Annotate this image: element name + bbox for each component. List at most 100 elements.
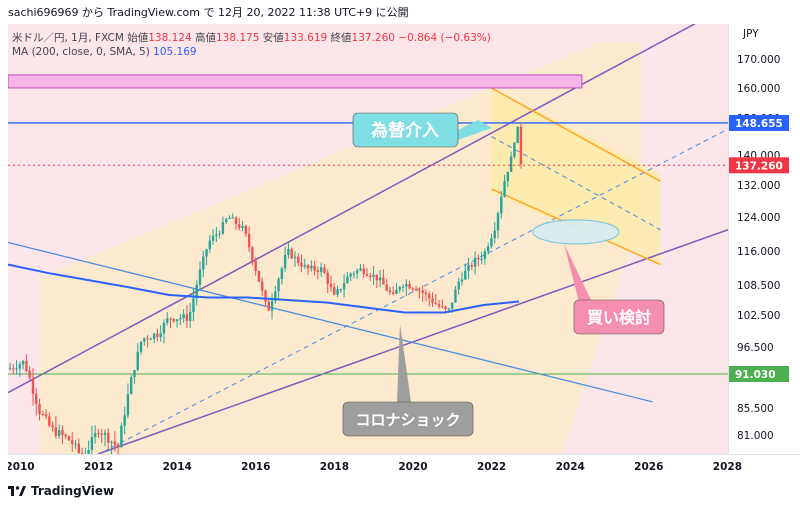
candle-body bbox=[159, 333, 162, 338]
candle-body bbox=[287, 249, 290, 255]
x-tick-label: 2016 bbox=[241, 461, 270, 473]
price-marker-label: 137.260 bbox=[735, 160, 783, 172]
candle-body bbox=[31, 377, 35, 394]
y-tick-label: 132.000 bbox=[737, 180, 780, 192]
candle-body bbox=[450, 302, 454, 309]
candle-body bbox=[241, 225, 244, 228]
y-tick-label: 102.500 bbox=[737, 310, 780, 322]
candle-body bbox=[126, 394, 130, 416]
candle-body bbox=[486, 246, 490, 252]
candle-body bbox=[221, 222, 225, 234]
candle-body bbox=[323, 267, 326, 273]
candle-body bbox=[61, 430, 64, 435]
candle-body bbox=[38, 403, 41, 414]
candle-body bbox=[192, 298, 195, 312]
candle-body bbox=[349, 273, 352, 277]
candle-body bbox=[57, 430, 61, 436]
candle-body bbox=[326, 272, 329, 284]
candle-body bbox=[408, 284, 411, 289]
legend-high: 138.175 bbox=[216, 32, 260, 44]
callout-intervention-text: 為替介入 bbox=[371, 120, 439, 141]
candle-body bbox=[110, 441, 113, 443]
time-axis-svg: 2010 2012 2014 2016 2018 2020 2022 2024 2026 2028 bbox=[5, 461, 742, 473]
candle-body bbox=[35, 393, 38, 404]
legend-close-label: 終値 bbox=[330, 32, 352, 44]
candle-body bbox=[395, 289, 398, 294]
x-tick-label: 2012 bbox=[84, 461, 113, 473]
legend-low-label: 安値 bbox=[262, 32, 284, 44]
callout-buy-consider-pointer bbox=[564, 244, 592, 302]
candle-body bbox=[224, 218, 228, 223]
candle-body bbox=[188, 311, 192, 321]
callout-corona-shock-text: コロナショック bbox=[355, 411, 460, 429]
x-tick-label: 2024 bbox=[556, 461, 585, 473]
candle-body bbox=[244, 225, 248, 234]
price-axis-svg: 170.000160.000150.000140.000132.000124.0… bbox=[729, 28, 789, 442]
candle-body bbox=[293, 256, 297, 259]
candle-body bbox=[457, 281, 460, 290]
candle-body bbox=[421, 290, 424, 293]
candle-body bbox=[490, 238, 493, 247]
y-tick-label: 116.000 bbox=[737, 246, 780, 258]
candle-body bbox=[211, 235, 215, 241]
legend-open-label: 始値 bbox=[127, 32, 149, 44]
candle-body bbox=[231, 217, 234, 219]
tradingview-footer: TradingView bbox=[8, 484, 114, 498]
candle-body bbox=[428, 293, 431, 299]
candle-body bbox=[100, 433, 103, 435]
y-tick-label: 85.500 bbox=[737, 403, 774, 415]
candle-body bbox=[18, 364, 22, 369]
legend-ma-value: 105.169 bbox=[153, 46, 197, 58]
candle-body bbox=[264, 290, 267, 302]
candle-body bbox=[316, 270, 320, 272]
candle-body bbox=[342, 283, 346, 290]
candle-body bbox=[120, 425, 123, 448]
legend-ma-label[interactable]: MA (200, close, 0, SMA, 5) bbox=[12, 46, 150, 58]
candle-body bbox=[143, 338, 146, 342]
candle-body bbox=[352, 273, 356, 275]
candle-body bbox=[172, 318, 175, 322]
candle-body bbox=[411, 288, 415, 290]
candle-body bbox=[372, 274, 375, 278]
y-tick-label: 96.500 bbox=[737, 342, 774, 354]
candle-body bbox=[228, 217, 231, 219]
candle-body bbox=[130, 377, 133, 395]
candle-body bbox=[297, 256, 300, 263]
legend-close: 137.260 bbox=[351, 32, 395, 44]
callout-buy-consider: 買い検討 bbox=[564, 244, 665, 335]
time-axis[interactable]: 2010 2012 2014 2016 2018 2020 2022 2024 2026 2028 bbox=[5, 454, 800, 477]
candle-body bbox=[513, 143, 516, 157]
descending-trendline bbox=[8, 241, 653, 403]
candle-body bbox=[414, 289, 418, 291]
channel-mid-line bbox=[97, 128, 728, 454]
candle-body bbox=[333, 287, 336, 295]
candle-body bbox=[179, 318, 182, 320]
tradingview-logo-icon bbox=[8, 485, 26, 496]
candle-body bbox=[437, 303, 441, 307]
x-tick-label: 2026 bbox=[634, 461, 663, 473]
candle-body bbox=[300, 262, 303, 267]
candle-body bbox=[277, 278, 280, 292]
channel-upper-line bbox=[8, 24, 697, 394]
channel-fill bbox=[39, 41, 641, 454]
legend-symbol[interactable]: 米ドル／円, 1月, FXCM bbox=[12, 32, 124, 44]
price-marker-box bbox=[729, 366, 789, 382]
candle-body bbox=[306, 265, 310, 269]
candle-body bbox=[339, 289, 343, 291]
footer-brand: TradingView bbox=[31, 484, 115, 498]
price-marker-box bbox=[729, 114, 789, 131]
candle-body bbox=[496, 213, 500, 231]
candle-body bbox=[67, 436, 71, 441]
candle-body bbox=[15, 368, 18, 370]
callout-corona-shock-pointer bbox=[397, 324, 411, 402]
candle-body bbox=[90, 437, 94, 450]
candle-body bbox=[473, 257, 477, 267]
candle-body bbox=[283, 254, 287, 269]
candle-body bbox=[519, 126, 523, 165]
candle-body bbox=[12, 368, 15, 370]
y-tick-label: 124.000 bbox=[737, 212, 780, 224]
price-axis[interactable]: 170.000160.000150.000140.000132.000124.0… bbox=[728, 24, 800, 454]
candle-body bbox=[274, 291, 277, 301]
chart-plot-area[interactable]: 為替介入買い検討コロナショック bbox=[8, 24, 728, 454]
candle-body bbox=[87, 449, 90, 454]
